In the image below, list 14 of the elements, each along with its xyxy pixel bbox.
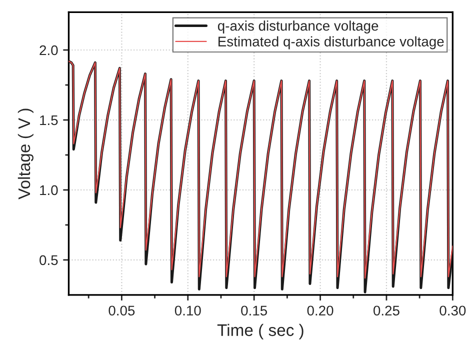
y-tick-label: 1.0 <box>40 185 58 196</box>
x-axis-title: Time ( sec ) <box>217 324 304 340</box>
x-tick-label: 0.10 <box>174 306 201 316</box>
y-tick-label: 0.5 <box>40 255 58 266</box>
y-tick-label: 2.0 <box>40 45 58 56</box>
x-tick-label: 0.20 <box>307 306 334 316</box>
y-tick-label: 1.5 <box>40 115 58 126</box>
x-tick-label: 0.30 <box>440 306 466 316</box>
x-tick-label: 0.05 <box>108 306 135 316</box>
x-tick-label: 0.25 <box>374 306 400 316</box>
y-axis-title: Voltage ( V ) <box>18 108 34 200</box>
x-tick-label: 0.15 <box>241 306 268 316</box>
legend-label: Estimated q-axis disturbance voltage <box>218 36 444 50</box>
legend-label: q-axis disturbance voltage <box>218 20 378 34</box>
